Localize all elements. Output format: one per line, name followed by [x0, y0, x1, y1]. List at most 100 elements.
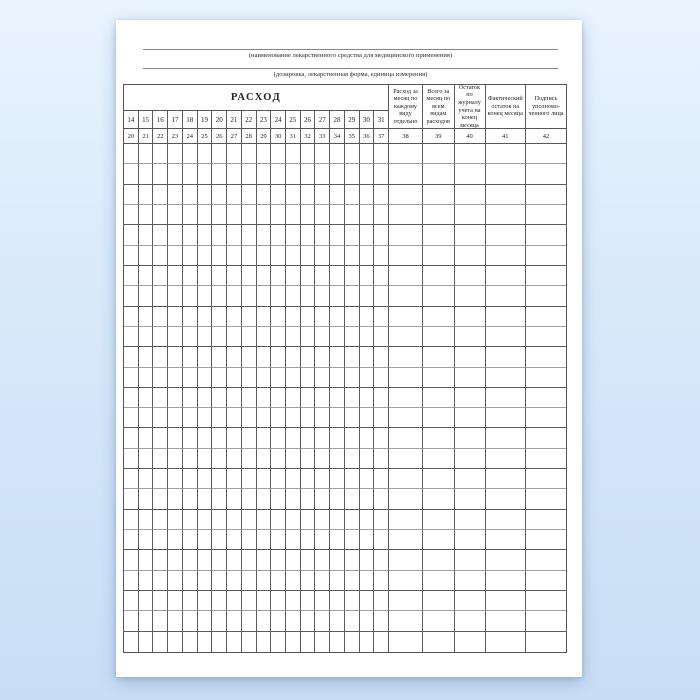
empty-cell: [330, 631, 345, 652]
empty-cell: [374, 387, 389, 409]
empty-cell: [526, 205, 566, 226]
empty-cell: [300, 164, 316, 185]
empty-cell: [124, 265, 139, 287]
empty-cell: [359, 448, 375, 470]
empty-cell: [124, 326, 139, 348]
empty-cell: [344, 204, 360, 226]
empty-cell: [315, 367, 331, 388]
day-column-header: 19: [197, 111, 213, 129]
empty-cell: [454, 530, 486, 551]
empty-cell: [153, 530, 169, 551]
summary-column-header: Подпись уполномо­ченного лица: [526, 85, 566, 129]
column-number: 39: [423, 129, 455, 144]
summary-column-header: Расход за месяц по каждому виду отдельно: [389, 85, 423, 129]
empty-cell: [423, 286, 455, 307]
empty-cell: [138, 428, 154, 449]
empty-cell: [197, 286, 213, 307]
empty-cell: [168, 570, 183, 592]
empty-cell: [389, 570, 423, 592]
empty-cell: [182, 184, 198, 205]
empty-cell: [359, 387, 375, 409]
empty-cell: [138, 164, 154, 185]
empty-cell: [197, 469, 213, 490]
empty-cell: [330, 367, 345, 388]
empty-cell: [454, 509, 486, 531]
empty-cell: [359, 144, 375, 165]
empty-cell: [198, 631, 213, 652]
empty-cell: [212, 367, 228, 388]
empty-cell: [374, 245, 389, 266]
empty-cell: [359, 306, 375, 327]
empty-cell: [389, 204, 423, 226]
empty-cell: [330, 164, 345, 185]
empty-cell: [227, 306, 242, 327]
empty-cell: [285, 591, 301, 612]
empty-cell: [485, 144, 526, 165]
day-column-header: 31: [374, 111, 389, 129]
empty-cell: [454, 428, 486, 449]
empty-cell: [389, 428, 423, 449]
day-column-header: 21: [227, 111, 242, 129]
empty-cell: [197, 306, 213, 327]
empty-cell: [168, 265, 183, 287]
empty-cell: [359, 611, 375, 632]
empty-cell: [124, 408, 139, 429]
empty-cell: [526, 347, 566, 368]
empty-cell: [153, 591, 169, 612]
empty-cell: [168, 448, 183, 470]
empty-cell: [241, 530, 257, 551]
empty-cell: [271, 326, 286, 348]
empty-cell: [315, 347, 331, 368]
empty-cell: [286, 631, 301, 652]
empty-cell: [212, 469, 228, 490]
empty-cell: [423, 530, 455, 551]
empty-cell: [300, 387, 316, 409]
empty-cell: [526, 266, 566, 287]
column-number: 29: [256, 129, 272, 144]
empty-cell: [359, 225, 375, 246]
summary-column-header: Фактический остаток на конец месяца: [485, 85, 526, 129]
empty-cell: [359, 469, 375, 490]
empty-cell: [124, 428, 139, 449]
empty-cell: [153, 428, 169, 449]
empty-cell: [359, 164, 375, 185]
empty-cell: [212, 408, 228, 429]
empty-cell: [139, 631, 154, 652]
empty-cell: [271, 184, 286, 205]
empty-cell: [454, 448, 486, 470]
empty-cell: [454, 326, 486, 348]
empty-cell: [485, 611, 526, 632]
empty-cell: [182, 245, 198, 266]
empty-cell: [271, 591, 286, 612]
empty-cell: [227, 631, 242, 652]
empty-cell: [168, 387, 183, 409]
empty-cell: [271, 631, 286, 652]
empty-cell: [227, 245, 242, 266]
empty-cell: [374, 550, 389, 571]
empty-cell: [374, 570, 389, 592]
empty-cell: [183, 631, 198, 652]
empty-cell: [344, 225, 360, 246]
empty-cell: [153, 550, 169, 571]
empty-cell: [454, 184, 486, 205]
empty-cell: [485, 306, 526, 327]
empty-cell: [423, 326, 455, 348]
empty-cell: [212, 611, 228, 632]
empty-cell: [168, 509, 183, 531]
empty-cell: [168, 631, 183, 652]
fill-in-caption-drug-name: (наименование лекарственного средства дл…: [248, 51, 453, 59]
empty-cell: [315, 448, 331, 470]
empty-cell: [168, 428, 183, 449]
empty-cell: [374, 469, 389, 490]
empty-cell: [197, 347, 213, 368]
empty-cell: [359, 367, 375, 388]
empty-cell: [300, 204, 316, 226]
day-column-header: 29: [344, 111, 360, 129]
empty-cell: [300, 550, 316, 571]
empty-cell: [485, 448, 526, 470]
empty-cell: [344, 408, 360, 429]
empty-cell: [153, 631, 169, 652]
empty-cell: [197, 591, 213, 612]
empty-cell: [359, 184, 375, 205]
